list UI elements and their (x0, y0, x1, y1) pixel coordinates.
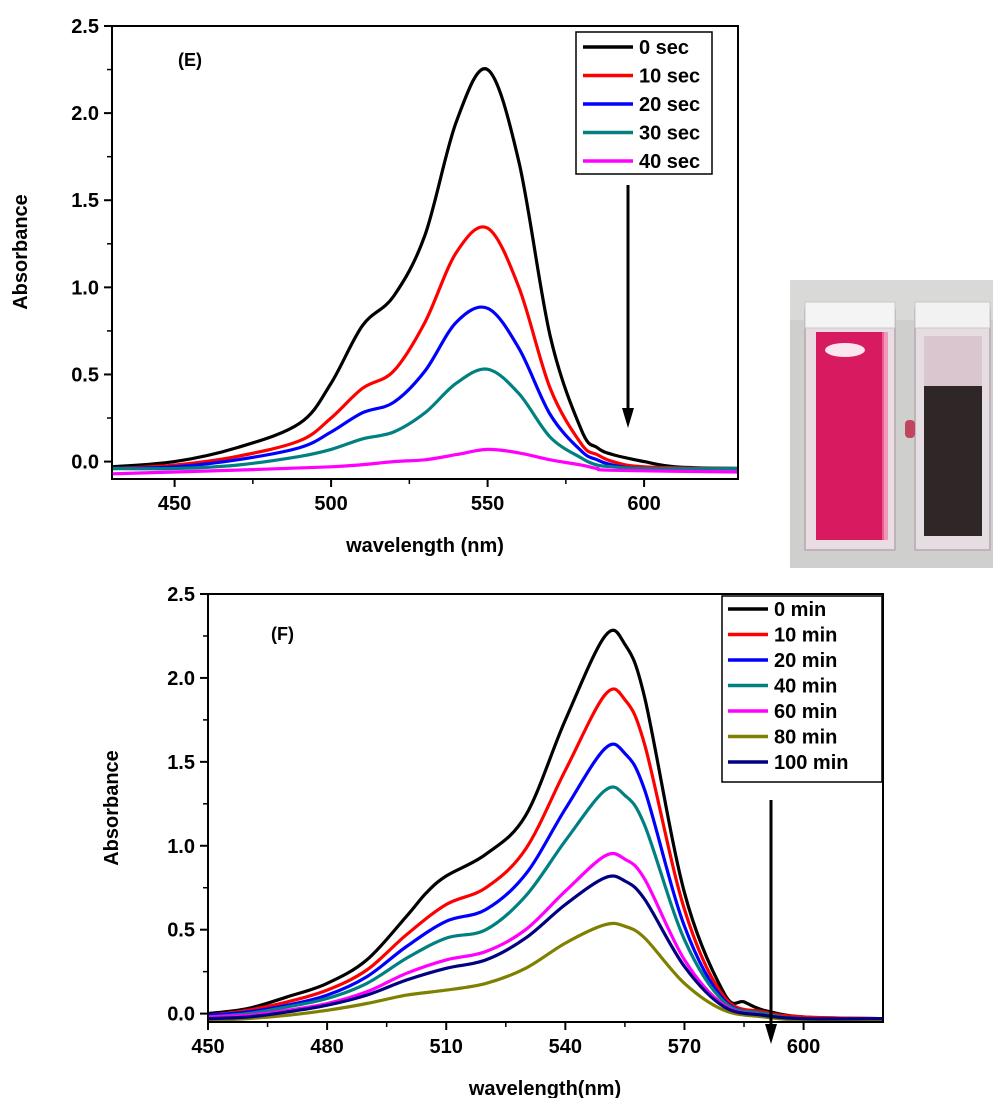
y-tick-label: 1.0 (167, 836, 195, 858)
legend-label: 40 min (774, 676, 837, 698)
series-line-40-sec (112, 447, 738, 476)
x-tick-label: 550 (471, 493, 504, 515)
series-line-10-min (208, 687, 883, 1021)
panel-label-e: (E) (178, 50, 202, 70)
chart-panel-f: 450 480 510 540 570 600 0.0 0.5 1.0 1.5 2.0 2.5 (F)… (101, 584, 884, 1098)
series-line-10-sec (112, 225, 738, 471)
y-tick-label: 2.0 (167, 668, 195, 690)
x-axis-title-f: wavelength(nm) (468, 1078, 621, 1098)
legend-label: 10 sec (639, 66, 700, 88)
x-tick-label: 540 (549, 1036, 582, 1058)
series-line-0-min (208, 628, 883, 1021)
x-tick-label: 450 (158, 493, 191, 515)
legend-label: 0 min (774, 599, 826, 621)
series-group-f (208, 628, 883, 1022)
plot-frame-e (111, 25, 739, 480)
x-tick-label: 450 (191, 1036, 224, 1058)
legend-box-f (721, 595, 883, 783)
series-line-80-min (208, 921, 883, 1022)
y-tick-label: 1.5 (71, 190, 99, 212)
y-axis-title-f: Absorbance (101, 750, 123, 866)
legend-label: 0 sec (639, 37, 689, 59)
series-group-e (112, 67, 738, 476)
legend-e: 0 sec 10 sec 20 sec 30 sec 40 sec (575, 31, 713, 175)
series-line-60-min (208, 851, 883, 1021)
legend-box-e (575, 31, 713, 175)
series-line-100-min (208, 874, 883, 1021)
series-line-20-sec (112, 305, 738, 471)
series-line-40-min (208, 785, 883, 1021)
y-tick-label: 1.5 (167, 752, 195, 774)
legend-label: 10 min (774, 625, 837, 647)
y-tick-label: 2.0 (71, 103, 99, 125)
x-tick-label: 600 (627, 493, 660, 515)
y-tick-label: 0.0 (71, 452, 99, 474)
legend-label: 60 min (774, 701, 837, 723)
panel-label-f: (F) (271, 624, 294, 644)
legend-label: 80 min (774, 727, 837, 749)
legend-label: 100 min (774, 752, 848, 774)
cuvette-photo (790, 280, 993, 568)
y-tick-label: 0.5 (167, 920, 195, 942)
y-tick-label: 0.0 (167, 1004, 195, 1026)
y-tick-label: 0.5 (71, 364, 99, 386)
x-tick-label: 500 (314, 493, 347, 515)
y-tick-label: 1.0 (71, 277, 99, 299)
x-axis-title-e: wavelength (nm) (345, 535, 504, 557)
legend-label: 40 sec (639, 151, 700, 173)
x-tick-label: 510 (430, 1036, 463, 1058)
chart-panel-e: 450 500 550 600 0.0 0.5 1.0 1.5 2.0 2.5 (E) wavel… (10, 16, 739, 557)
legend-label: 20 sec (639, 94, 700, 116)
x-tick-label: 600 (787, 1036, 820, 1058)
y-tick-label: 2.5 (167, 584, 195, 606)
series-line-30-sec (112, 367, 738, 471)
ticks-e: 450 500 550 600 0.0 0.5 1.0 1.5 2.0 2.5 (71, 16, 661, 515)
x-tick-label: 480 (310, 1036, 343, 1058)
x-tick-label: 570 (668, 1036, 701, 1058)
legend-f: 0 min 10 min 20 min 40 min 60 min 80 min 100 m… (721, 595, 883, 783)
series-line-0-sec (112, 67, 738, 471)
legend-label: 30 sec (639, 123, 700, 145)
arrow-down-icon (622, 185, 634, 428)
ticks-f: 450 480 510 540 570 600 0.0 0.5 1.0 1.5 2.0 2.5 (167, 584, 820, 1058)
legend-label: 20 min (774, 650, 837, 672)
y-axis-title-e: Absorbance (10, 194, 32, 310)
y-tick-label: 2.5 (71, 16, 99, 38)
series-line-20-min (208, 742, 883, 1021)
plot-frame-f (207, 593, 884, 1023)
arrow-down-icon (765, 800, 777, 1044)
